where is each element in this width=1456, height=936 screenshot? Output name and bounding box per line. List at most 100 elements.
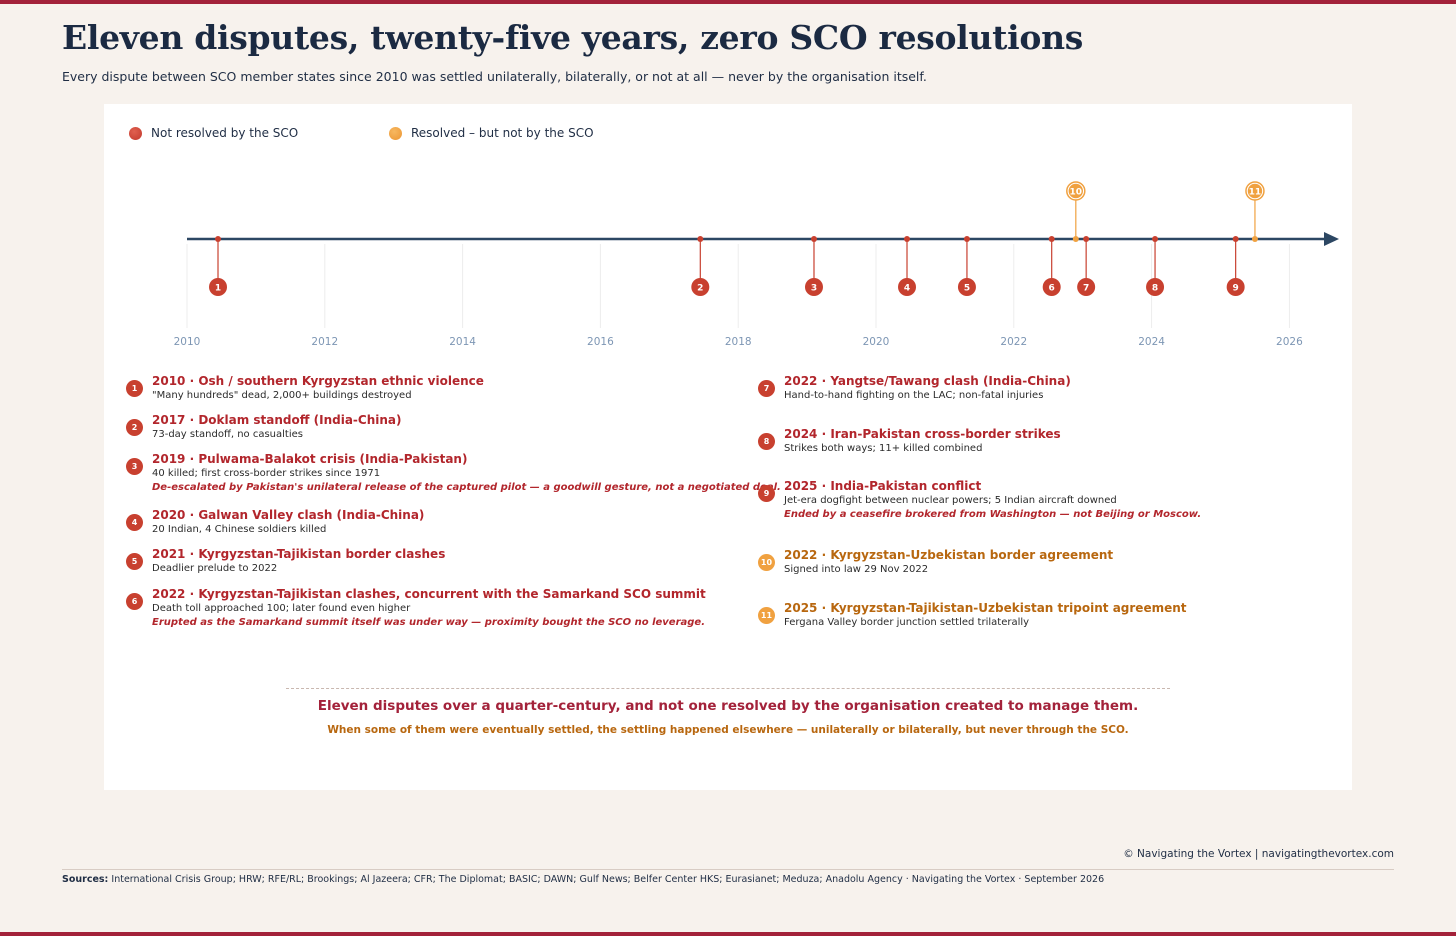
event-marker-label: 11	[1249, 188, 1262, 198]
event-marker-label: 4	[904, 284, 910, 294]
event-axis-dot	[904, 236, 911, 242]
event-title: 2025 · Kyrgyzstan-Tajikistan-Uzbekistan …	[784, 601, 1187, 615]
page-subtitle: Every dispute between SCO member states …	[62, 69, 927, 84]
event-title: 2022 · Kyrgyzstan-Tajikistan clashes, co…	[152, 587, 706, 601]
event-description: Hand-to-hand fighting on the LAC; non-fa…	[784, 390, 1044, 401]
event-marker-label: 6	[1049, 284, 1055, 294]
event-number-badge: 5	[126, 553, 143, 570]
event-description: 40 killed; first cross-border strikes si…	[152, 468, 381, 479]
sources-label: Sources:	[62, 874, 109, 885]
event-description: Jet-era dogfight between nuclear powers;…	[784, 495, 1117, 506]
event-item: 5 2021 · Kyrgyzstan-Tajikistan border cla…	[126, 547, 726, 595]
event-item: 4 2020 · Galwan Valley clash (India-China…	[126, 508, 726, 556]
event-number-badge: 6	[126, 593, 143, 610]
event-axis-dot	[1152, 236, 1159, 242]
event-marker	[898, 278, 917, 296]
event-marker-fill	[1247, 183, 1263, 199]
event-marker	[1146, 278, 1165, 296]
top-accent-bar	[0, 0, 1456, 4]
event-title: 2021 · Kyrgyzstan-Tajikistan border clas…	[152, 547, 446, 561]
event-number-badge: 10	[758, 554, 775, 571]
legend-resolved-label: Resolved – but not by the SCO	[411, 126, 594, 140]
event-marker	[804, 278, 823, 296]
sources-text: International Crisis Group; HRW; RFE/RL;…	[111, 874, 1105, 885]
event-item: 6 2022 · Kyrgyzstan-Tajikistan clashes, c…	[126, 587, 726, 635]
event-description: Fergana Valley border junction settled t…	[784, 617, 1030, 628]
event-marker-label: 1	[215, 284, 221, 294]
event-item: 3 2019 · Pulwama-Balakot crisis (India-Pa…	[126, 452, 781, 500]
event-title: 2017 · Doklam standoff (India-China)	[152, 413, 402, 427]
event-title: 2025 · India-Pakistan conflict	[784, 479, 982, 493]
event-axis-dot	[1072, 236, 1079, 242]
event-note: Erupted as the Samarkand summit itself w…	[152, 617, 706, 628]
x-tick-label: 2020	[863, 336, 890, 348]
event-marker-fill	[1068, 183, 1084, 199]
event-marker-label: 5	[964, 284, 970, 294]
x-tick-label: 2012	[311, 336, 338, 348]
conclusion-main: Eleven disputes over a quarter-century, …	[317, 698, 1139, 714]
page-title: Eleven disputes, twenty-five years, zero…	[62, 18, 1084, 57]
event-marker	[209, 278, 228, 296]
copyright: © Navigating the Vortex | navigatingthev…	[1123, 848, 1394, 860]
legend-resolved: Resolved – but not by the SCO	[389, 126, 594, 140]
chart-panel: Not resolved by the SCO Resolved – but n…	[104, 104, 1352, 790]
event-title: 2024 · Iran-Pakistan cross-border strike…	[784, 427, 1061, 441]
event-axis-dot	[1048, 236, 1055, 242]
event-number-badge: 9	[758, 485, 775, 502]
event-axis-dot	[1251, 236, 1258, 242]
event-description: 20 Indian, 4 Chinese soldiers killed	[152, 524, 327, 535]
legend-not-resolved-label: Not resolved by the SCO	[151, 126, 299, 140]
event-title: 2019 · Pulwama-Balakot crisis (India-Pak…	[152, 452, 468, 466]
event-item: 1 2010 · Osh / southern Kyrgyzstan ethnic…	[126, 374, 726, 422]
event-title: 2010 · Osh / southern Kyrgyzstan ethnic …	[152, 374, 484, 388]
event-marker-label: 7	[1083, 284, 1089, 294]
event-title: 2020 · Galwan Valley clash (India-China)	[152, 508, 425, 522]
event-marker-label: 8	[1152, 284, 1158, 294]
legend-not-resolved: Not resolved by the SCO	[129, 126, 298, 140]
x-tick-label: 2018	[725, 336, 752, 348]
event-note: Ended by a ceasefire brokered from Washi…	[784, 509, 1202, 520]
timeline-chart: 2010 2012 2014 2016 2018 2020 2022 2024 2026 1 2 3 4…	[174, 181, 1339, 348]
footer-rule	[62, 869, 1394, 870]
bottom-accent-bar	[0, 932, 1456, 936]
event-number-badge: 7	[758, 380, 775, 397]
event-note: De-escalated by Pakistan's unilateral re…	[152, 482, 781, 493]
event-item: 7 2022 · Yangtse/Tawang clash (India-Chin…	[758, 374, 1358, 422]
event-number-badge: 2	[126, 419, 143, 436]
event-axis-dot	[697, 236, 704, 242]
x-tick-label: 2016	[587, 336, 614, 348]
event-marker-label: 10	[1070, 188, 1083, 198]
x-tick-label: 2024	[1138, 336, 1165, 348]
timeline-arrow-icon	[1324, 232, 1339, 246]
event-marker-label: 9	[1233, 284, 1239, 294]
event-description: Strikes both ways; 11+ killed combined	[784, 443, 983, 454]
event-axis-dot	[215, 236, 222, 242]
event-marker	[957, 278, 976, 296]
event-number-badge: 4	[126, 514, 143, 531]
event-title: 2022 · Kyrgyzstan-Uzbekistan border agre…	[784, 548, 1114, 562]
event-axis-dot	[810, 236, 817, 242]
event-number-badge: 11	[758, 607, 775, 624]
event-number-badge: 8	[758, 433, 775, 450]
event-description: Deadlier prelude to 2022	[152, 563, 278, 574]
event-title: 2022 · Yangtse/Tawang clash (India-China…	[784, 374, 1071, 388]
x-tick-label: 2010	[174, 336, 201, 348]
event-description: 73-day standoff, no casualties	[152, 429, 303, 440]
event-description: Signed into law 29 Nov 2022	[784, 564, 929, 575]
event-marker	[1042, 278, 1061, 296]
event-marker	[691, 278, 710, 296]
x-tick-label: 2022	[1000, 336, 1027, 348]
x-tick-label: 2026	[1276, 336, 1303, 348]
event-axis-dot	[963, 236, 970, 242]
legend-red-dot-icon	[129, 126, 142, 140]
event-description: Death toll approached 100; later found e…	[152, 603, 411, 614]
event-marker-label: 3	[811, 284, 817, 294]
event-item: 2 2017 · Doklam standoff (India-China) 73-…	[126, 413, 726, 461]
legend-orange-dot-icon	[389, 126, 402, 140]
event-item: 8 2024 · Iran-Pakistan cross-border strik…	[758, 427, 1358, 475]
conclusion-divider	[286, 688, 1170, 689]
event-marker	[1226, 278, 1245, 296]
event-number-badge: 1	[126, 380, 143, 397]
event-marker-label: 2	[697, 284, 703, 294]
x-tick-label: 2014	[449, 336, 476, 348]
